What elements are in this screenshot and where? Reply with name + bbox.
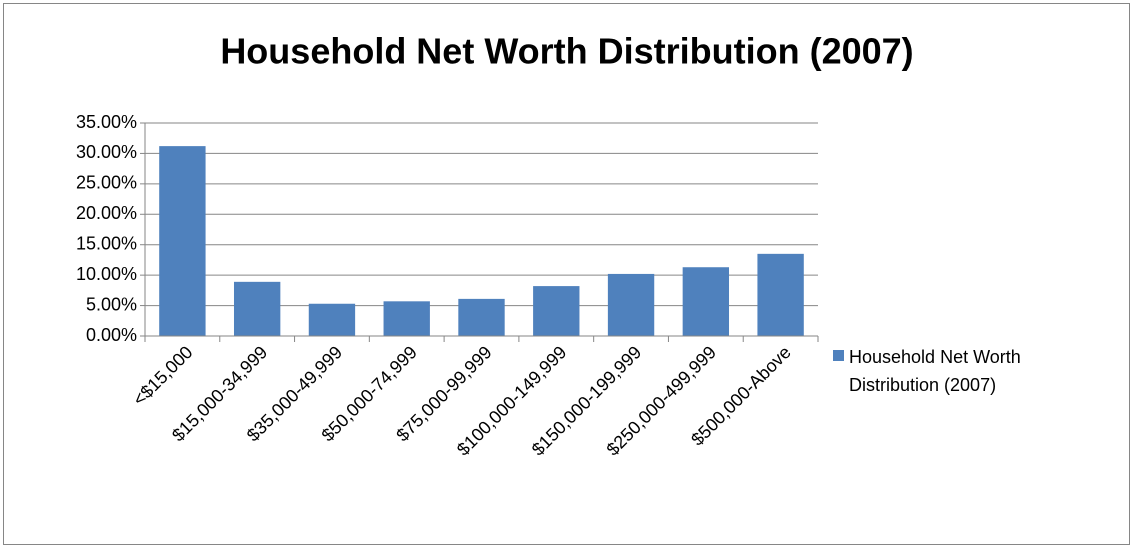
chart-title: Household Net Worth Distribution (2007): [220, 31, 913, 72]
y-tick-label: 10.00%: [76, 264, 137, 284]
y-tick-label: 5.00%: [86, 294, 137, 314]
bar: [458, 298, 505, 336]
y-tick-label: 20.00%: [76, 203, 137, 223]
y-tick-label: 25.00%: [76, 173, 137, 193]
bar: [682, 267, 730, 336]
y-tick-label: 0.00%: [86, 325, 137, 345]
bar: [383, 301, 430, 336]
bar: [757, 253, 804, 336]
legend-label: Household Net Worth Distribution (2007): [849, 347, 1021, 395]
y-tick-label: 35.00%: [76, 112, 137, 132]
legend-swatch: [833, 350, 844, 361]
bar: [607, 273, 655, 336]
bar: [233, 281, 281, 336]
bar: [308, 303, 356, 336]
y-tick-label: 30.00%: [76, 142, 137, 162]
bar: [159, 146, 206, 336]
y-tick-label: 15.00%: [76, 233, 137, 253]
bar: [533, 286, 580, 336]
